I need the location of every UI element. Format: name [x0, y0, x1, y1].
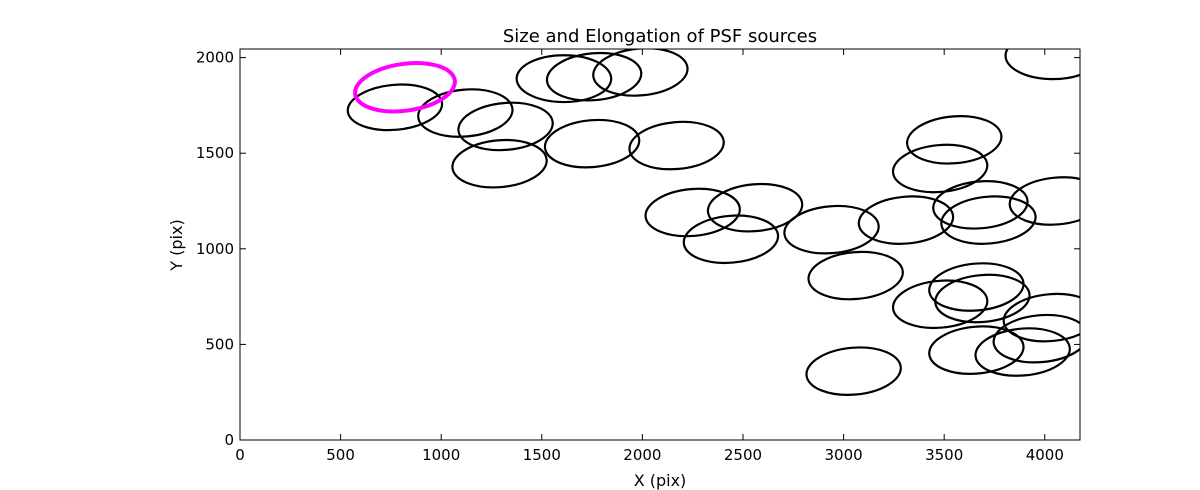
psf-source-ellipse [644, 187, 741, 238]
y-tick-label: 1000 [196, 240, 234, 258]
psf-source-ellipse [783, 204, 880, 255]
psf-source-ellipse [891, 143, 989, 194]
psf-source-ellipse [592, 49, 689, 97]
psf-source-ellipse [934, 273, 1031, 324]
psf-source-ellipse [807, 250, 904, 301]
psf-source-ellipse [805, 346, 902, 396]
x-tick-label: 3500 [925, 446, 963, 464]
x-axis-label: X (pix) [634, 471, 687, 490]
psf-source-ellipse [457, 101, 554, 152]
psf-source-ellipse [857, 195, 955, 245]
x-tick-label: 2000 [623, 446, 661, 464]
psf-source-ellipse [515, 54, 613, 104]
psf-source-ellipse [891, 279, 989, 330]
psf-source-ellipse [992, 313, 1080, 364]
x-tick-label: 0 [235, 446, 245, 464]
y-tick-label: 1500 [196, 144, 234, 162]
psf-source-ellipse [451, 138, 548, 189]
chart-title: Size and Elongation of PSF sources [503, 26, 817, 47]
psf-source-ellipse [706, 182, 804, 233]
psf-source-ellipse [928, 325, 1025, 375]
data-marks [346, 49, 1080, 396]
y-tick-label: 2000 [196, 49, 234, 67]
x-tick-label: 1000 [422, 446, 460, 464]
psf-source-ellipse [545, 51, 643, 102]
psf-source-ellipse [932, 180, 1029, 230]
psf-source-ellipse [974, 327, 1071, 377]
psf-source-ellipse [1008, 176, 1080, 226]
psf-source-ellipse [543, 118, 641, 169]
psf-source-ellipse [1002, 292, 1080, 343]
x-tick-label: 2500 [724, 446, 762, 464]
y-axis-ticks: 0 500 1000 1500 2000 [196, 49, 1080, 449]
plot-area [240, 49, 1080, 440]
psf-source-ellipse [906, 115, 1003, 165]
x-tick-label: 500 [326, 446, 355, 464]
x-tick-label: 1500 [523, 446, 561, 464]
psf-source-ellipse [417, 88, 514, 138]
y-axis-label: Y (pix) [167, 219, 186, 271]
x-tick-label: 4000 [1026, 446, 1064, 464]
y-tick-label: 0 [224, 431, 234, 449]
psf-source-ellipse [346, 83, 444, 132]
psf-source-ellipse [1004, 49, 1080, 81]
psf-source-ellipse-highlighted [353, 61, 457, 114]
psf-source-ellipse [940, 195, 1037, 245]
plot-border [239, 48, 1081, 441]
y-tick-label: 500 [205, 335, 234, 353]
x-tick-label: 3000 [824, 446, 862, 464]
x-axis-ticks: 0 500 1000 1500 2000 2500 3000 3500 4000 [235, 49, 1064, 464]
psf-source-ellipse [628, 120, 725, 171]
psf-source-ellipse [682, 214, 780, 265]
